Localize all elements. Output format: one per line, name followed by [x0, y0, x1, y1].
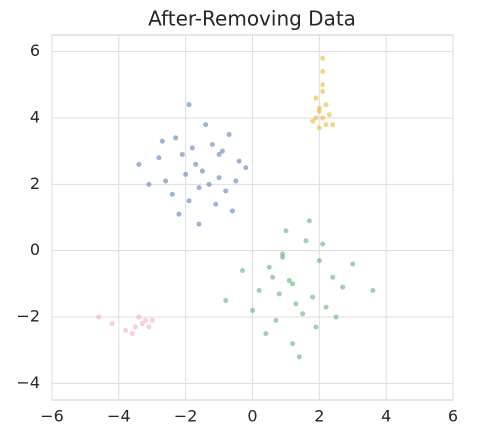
point [276, 291, 282, 297]
point [186, 102, 192, 108]
point [320, 115, 326, 121]
chart-title: After-Removing Data [148, 7, 356, 31]
y-tick-label: 2 [30, 174, 40, 193]
point [236, 158, 242, 164]
point [129, 331, 135, 337]
point [340, 284, 346, 290]
point [326, 112, 332, 118]
point [286, 278, 292, 284]
point [320, 82, 326, 88]
point [316, 258, 322, 264]
point [243, 165, 249, 171]
point [316, 108, 322, 114]
point [146, 181, 152, 187]
point [273, 317, 279, 323]
point [183, 171, 189, 177]
x-tick-label: −4 [107, 407, 131, 426]
point [223, 188, 229, 194]
point [313, 95, 319, 101]
point [263, 331, 269, 337]
point [280, 254, 286, 260]
y-tick-label: −4 [16, 373, 40, 392]
point [173, 135, 179, 141]
point [320, 69, 326, 74]
point [226, 132, 232, 138]
point [283, 228, 289, 234]
point [179, 151, 185, 157]
point [223, 297, 229, 303]
point [133, 324, 139, 330]
point [193, 161, 199, 167]
point [196, 185, 202, 191]
point [270, 274, 276, 280]
point [206, 181, 212, 187]
y-tick-label: 0 [30, 240, 40, 259]
point [203, 122, 209, 128]
x-tick-label: 0 [247, 407, 257, 426]
point [370, 288, 376, 293]
point [96, 314, 102, 320]
point [303, 238, 309, 244]
point [320, 241, 326, 247]
point [136, 161, 142, 167]
point [293, 301, 299, 307]
point [320, 55, 326, 61]
point [159, 138, 165, 144]
point [333, 314, 339, 320]
point [290, 281, 296, 287]
point [256, 288, 262, 293]
point [149, 317, 155, 323]
point [320, 88, 326, 94]
point [250, 307, 255, 313]
point [296, 354, 302, 360]
point [189, 145, 195, 151]
point [186, 198, 192, 204]
y-tick-label: 6 [30, 41, 40, 60]
x-tick-label: 6 [448, 407, 458, 426]
point [290, 341, 296, 347]
point [239, 268, 245, 274]
point [313, 324, 319, 330]
point [350, 261, 356, 267]
point [266, 264, 272, 270]
point [109, 321, 115, 327]
point [139, 321, 145, 327]
y-tick-label: 4 [30, 107, 40, 126]
point [323, 102, 329, 108]
point [196, 221, 202, 227]
x-tick-label: −6 [40, 407, 64, 426]
point [330, 122, 336, 128]
point [313, 115, 319, 121]
point [143, 317, 149, 323]
point [229, 208, 235, 214]
point [216, 151, 222, 157]
x-tick-label: 2 [314, 407, 324, 426]
point [156, 155, 162, 161]
point [146, 324, 152, 330]
point [169, 191, 175, 197]
point [310, 118, 316, 124]
point [316, 125, 322, 131]
point [123, 327, 129, 333]
point [213, 201, 219, 207]
point [323, 122, 329, 128]
x-tick-label: −2 [174, 407, 198, 426]
point [330, 274, 336, 280]
point [323, 304, 329, 310]
point [310, 294, 316, 300]
y-tick-label: −2 [16, 307, 40, 326]
point [176, 211, 182, 217]
point [306, 218, 312, 224]
point [219, 148, 225, 154]
point [216, 175, 222, 181]
point [199, 168, 205, 174]
point [136, 314, 142, 320]
point [163, 178, 169, 184]
point [209, 142, 215, 147]
x-tick-label: 4 [381, 407, 391, 426]
point [233, 178, 239, 184]
point [300, 311, 306, 317]
